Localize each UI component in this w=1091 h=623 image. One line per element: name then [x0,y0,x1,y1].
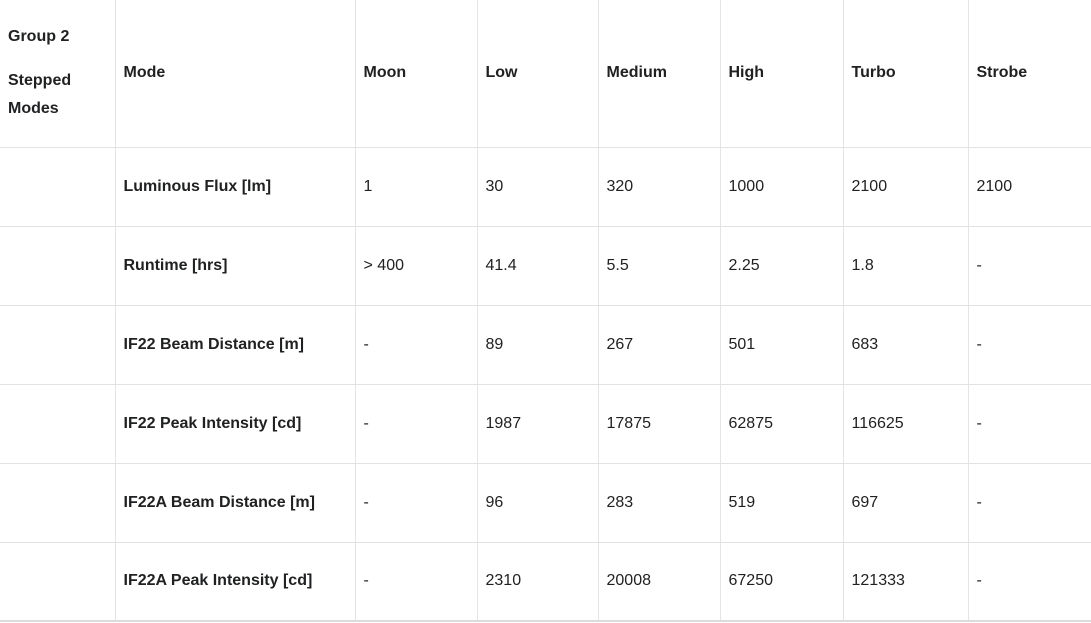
value-cell: 41.4 [476,226,598,306]
group-title-cell: Group 2 Stepped Modes [0,0,115,148]
value-cell: - [354,463,477,543]
value-cell: - [967,384,1091,464]
value-cell: 2100 [967,147,1091,227]
table-row: IF22A Beam Distance [m] -96 283 519 697- [0,463,1091,543]
value-cell: 2.25 [719,226,843,306]
value-cell: 1 [354,147,477,227]
value-cell: 2310 [476,542,598,622]
value-cell: 121333 [842,542,968,622]
column-header: High [719,0,843,148]
table-row: IF22 Peak Intensity [cd] -1987 17875 62875 1… [0,384,1091,464]
value-cell: 17875 [597,384,720,464]
group-spacer-cell [0,463,115,543]
value-cell: 20008 [597,542,720,622]
row-label: IF22 Peak Intensity [cd] [114,384,355,464]
value-cell: - [354,542,477,622]
row-label: Runtime [hrs] [114,226,355,306]
value-cell: 30 [476,147,598,227]
table-body: Luminous Flux [lm] 1 30 320 1000 2100 2100 Runt… [0,147,1091,622]
column-header: Strobe [967,0,1091,148]
header-row: Group 2 Stepped Modes Mode Moon Low Medium H… [0,0,1091,148]
value-cell: 62875 [719,384,843,464]
value-cell: 89 [476,305,598,385]
table-row: IF22 Beam Distance [m] -89 267 501 683- [0,305,1091,385]
value-cell: 2100 [842,147,968,227]
value-cell: - [354,384,477,464]
value-cell: - [967,305,1091,385]
value-cell: 1000 [719,147,843,227]
group-spacer-cell [0,226,115,306]
group-title-line2: Stepped Modes [8,72,72,118]
value-cell: - [354,305,477,385]
row-label: IF22A Peak Intensity [cd] [114,542,355,622]
group-spacer-cell [0,384,115,464]
row-label: Luminous Flux [lm] [114,147,355,227]
row-label: IF22 Beam Distance [m] [114,305,355,385]
table-row: IF22A Peak Intensity [cd] -2310 20008 67250… [0,542,1091,622]
group-spacer-cell [0,542,115,622]
value-cell: 116625 [842,384,968,464]
column-header: Medium [597,0,720,148]
row-label: IF22A Beam Distance [m] [114,463,355,543]
value-cell: 5.5 [597,226,720,306]
value-cell: 320 [597,147,720,227]
value-cell: 1987 [476,384,598,464]
table-row: Runtime [hrs] > 400 41.4 5.5 2.25 1.8- [0,226,1091,306]
value-cell: 697 [842,463,968,543]
value-cell: 501 [719,305,843,385]
value-cell: 1.8 [842,226,968,306]
column-header: Moon [354,0,477,148]
value-cell: - [967,463,1091,543]
group-spacer-cell [0,147,115,227]
column-header: Mode [114,0,355,148]
value-cell: 96 [476,463,598,543]
value-cell: > 400 [354,226,477,306]
value-cell: - [967,542,1091,622]
value-cell: 519 [719,463,843,543]
value-cell: 683 [842,305,968,385]
value-cell: 283 [597,463,720,543]
value-cell: 67250 [719,542,843,622]
column-header: Turbo [842,0,968,148]
column-header: Low [476,0,598,148]
value-cell: 267 [597,305,720,385]
group-title-line1: Group 2 [8,28,70,46]
group-spacer-cell [0,305,115,385]
value-cell: - [967,226,1091,306]
table-row: Luminous Flux [lm] 1 30 320 1000 2100 2100 [0,147,1091,227]
